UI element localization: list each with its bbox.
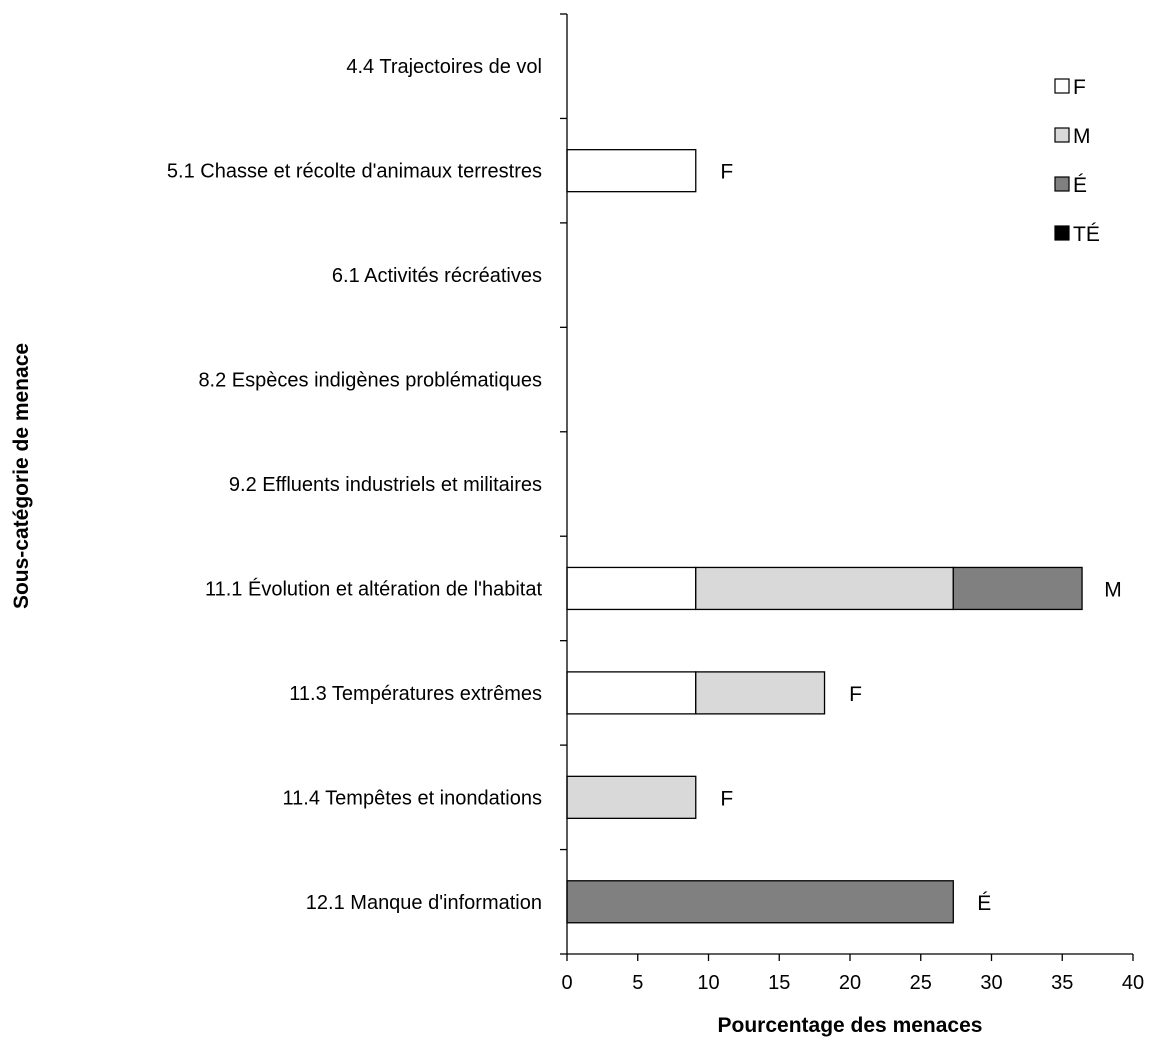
legend-label: É [1073,174,1087,197]
bar-end-label: F [720,787,733,810]
category-label: 4.4 Trajectoires de vol [346,56,542,78]
category-label: 9.2 Effluents industriels et militaires [229,474,542,496]
bar-segment-F-7 [566,671,697,715]
bar-segment-É-6 [952,566,1083,611]
category-label: 5.1 Chasse et récolte d'animaux terrestr… [167,161,542,183]
bars-layer [566,149,1083,924]
bar-segment-É-9 [566,880,954,924]
x-tick-label: 10 [697,972,719,994]
x-tick-label: 35 [1051,972,1073,994]
bar-segment-M-8 [566,775,697,819]
legend-label: TÉ [1073,223,1100,246]
x-tick-labels: 0 5 10 15 20 25 30 35 40 [561,972,1144,994]
x-tick-label: 5 [632,972,643,994]
category-labels: 4.4 Trajectoires de vol 5.1 Chasse et réc… [167,56,543,914]
category-label: 11.1 Évolution et altération de l'habita… [205,577,542,600]
legend-swatch-É [1054,176,1070,192]
bar-end-label: F [849,683,862,706]
axes-layer [560,13,1134,961]
category-label: 11.4 Tempêtes et inondations [283,787,542,809]
category-label: 12.1 Manque d'information [306,892,542,914]
bar-segment-M-6 [695,566,954,611]
bar-end-label: É [977,892,991,915]
x-tick-label: 40 [1122,972,1144,994]
y-axis-title: Sous-catégorie de menace [10,343,33,609]
x-tick-label: 20 [839,972,861,994]
category-label: 6.1 Activités récréatives [332,265,542,287]
x-tick-label: 15 [768,972,790,994]
x-axis-title: Pourcentage des menaces [718,1014,983,1037]
category-label: 8.2 Espèces indigènes problématiques [198,370,542,392]
end-labels: F M F F É [720,161,1121,915]
bar-end-label: F [720,161,733,184]
legend: F M É TÉ [1054,76,1100,246]
category-label: 11.3 Températures extrêmes [289,683,542,705]
x-tick-label: 0 [561,972,572,994]
bar-segment-F-6 [566,566,697,611]
legend-label: F [1073,76,1086,99]
x-tick-label: 30 [980,972,1002,994]
legend-swatch-TÉ [1054,225,1070,241]
legend-swatch-M [1054,127,1070,143]
legend-swatch-F [1054,78,1070,94]
bar-segment-F-2 [566,149,697,193]
x-tick-label: 25 [910,972,932,994]
bar-segment-M-7 [695,671,826,715]
bar-end-label: M [1104,578,1122,601]
legend-label: M [1073,125,1091,148]
